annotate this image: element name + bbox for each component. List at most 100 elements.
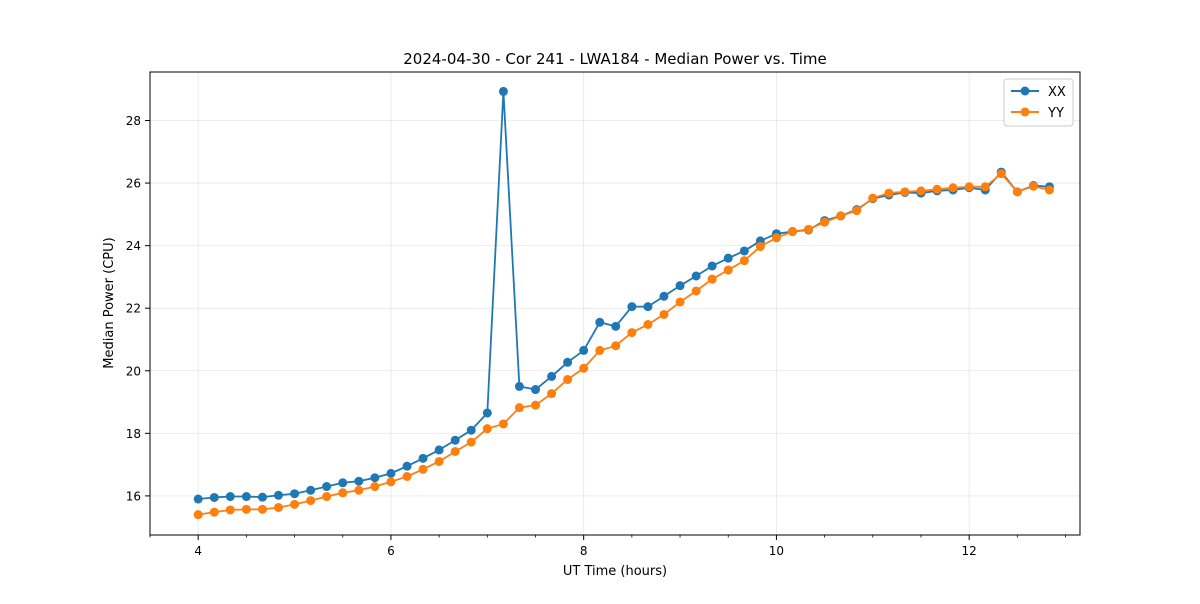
- data-point-yy: [932, 184, 942, 194]
- data-point-xx: [707, 261, 717, 271]
- data-point-xx: [450, 435, 460, 445]
- data-point-xx: [611, 321, 621, 331]
- data-point-yy: [611, 341, 621, 351]
- data-point-yy: [273, 502, 283, 512]
- grid-layer: [150, 72, 1080, 535]
- data-point-yy: [418, 464, 428, 474]
- data-point-xx: [691, 271, 701, 281]
- x-tick-label: 10: [769, 544, 784, 558]
- y-axis-label: Median Power (CPU): [102, 237, 117, 368]
- data-point-xx: [482, 408, 492, 418]
- data-point-yy: [771, 233, 781, 243]
- data-point-yy: [530, 400, 540, 410]
- data-point-xx: [225, 492, 235, 502]
- y-tick-label: 20: [126, 364, 141, 378]
- data-point-xx: [257, 492, 267, 502]
- data-point-yy: [338, 488, 348, 498]
- legend-label-xx: XX: [1048, 85, 1066, 100]
- data-point-yy: [996, 169, 1006, 179]
- y-tick-label: 26: [126, 177, 141, 191]
- data-point-yy: [306, 496, 316, 506]
- data-point-yy: [852, 206, 862, 216]
- data-point-xx: [370, 473, 380, 483]
- data-point-yy: [595, 345, 605, 355]
- data-point-yy: [209, 507, 219, 517]
- data-point-xx: [193, 494, 203, 504]
- data-point-yy: [900, 187, 910, 197]
- data-point-xx: [273, 490, 283, 500]
- data-point-yy: [659, 309, 669, 319]
- y-tick-label: 28: [126, 114, 141, 128]
- data-point-xx: [241, 492, 251, 502]
- data-point-xx: [338, 478, 348, 488]
- data-point-yy: [466, 437, 476, 447]
- x-tick-label: 6: [387, 544, 395, 558]
- data-point-yy: [707, 274, 717, 284]
- legend: XX YY: [1003, 78, 1074, 127]
- data-point-xx: [530, 385, 540, 395]
- x-tick-label: 12: [962, 544, 977, 558]
- data-point-xx: [643, 302, 653, 312]
- data-point-yy: [755, 242, 765, 252]
- chart-title: 2024-04-30 - Cor 241 - LWA184 - Median P…: [403, 50, 827, 68]
- y-tick-label: 22: [126, 302, 141, 316]
- y-tick-label: 16: [126, 489, 141, 503]
- legend-label-yy: YY: [1047, 106, 1064, 121]
- x-tick-label: 4: [194, 544, 202, 558]
- legend-marker-xx: [1020, 86, 1030, 96]
- data-point-yy: [1044, 185, 1054, 195]
- data-point-yy: [1028, 181, 1038, 191]
- data-point-yy: [498, 419, 508, 429]
- data-point-xx: [290, 489, 300, 499]
- data-point-xx: [627, 302, 637, 312]
- series-layer: [193, 86, 1054, 520]
- plot-frame: [149, 71, 1081, 536]
- legend-marker-yy: [1020, 107, 1030, 117]
- data-point-xx: [595, 317, 605, 327]
- data-point-yy: [482, 424, 492, 434]
- data-point-xx: [739, 246, 749, 256]
- data-point-yy: [434, 456, 444, 466]
- data-point-yy: [739, 256, 749, 266]
- data-point-xx: [723, 253, 733, 263]
- data-point-yy: [916, 186, 926, 196]
- data-point-yy: [386, 477, 396, 487]
- y-tick-label: 18: [126, 427, 141, 441]
- data-point-xx: [434, 445, 444, 455]
- data-point-yy: [257, 504, 267, 514]
- data-point-xx: [466, 425, 476, 435]
- y-tick-label: 24: [126, 239, 141, 253]
- data-point-yy: [948, 183, 958, 193]
- data-point-yy: [868, 193, 878, 203]
- data-point-yy: [402, 472, 412, 481]
- data-point-yy: [370, 482, 380, 492]
- data-point-yy: [804, 224, 814, 234]
- data-point-xx: [209, 492, 219, 502]
- data-point-yy: [820, 217, 830, 227]
- x-axis-label: UT Time (hours): [563, 564, 667, 579]
- data-point-yy: [723, 265, 733, 275]
- data-point-xx: [547, 371, 557, 381]
- data-point-yy: [627, 328, 637, 338]
- data-point-yy: [563, 375, 573, 385]
- x-tick-label: 8: [580, 544, 588, 558]
- data-point-xx: [354, 476, 364, 486]
- data-point-xx: [306, 485, 316, 495]
- data-point-xx: [675, 281, 685, 291]
- data-point-yy: [643, 319, 653, 329]
- data-point-xx: [563, 357, 573, 367]
- data-point-yy: [514, 403, 524, 413]
- data-point-xx: [386, 468, 396, 478]
- data-point-yy: [322, 492, 332, 502]
- data-point-yy: [964, 182, 974, 192]
- data-point-xx: [514, 381, 524, 391]
- data-point-yy: [547, 389, 557, 399]
- data-point-yy: [193, 510, 203, 520]
- data-point-yy: [225, 505, 235, 515]
- data-point-xx: [659, 291, 669, 301]
- data-point-yy: [691, 286, 701, 296]
- data-point-yy: [1012, 187, 1022, 197]
- tick-layer: 4 6 8 10 12 16 18 20 22 24 26 28: [126, 114, 1066, 558]
